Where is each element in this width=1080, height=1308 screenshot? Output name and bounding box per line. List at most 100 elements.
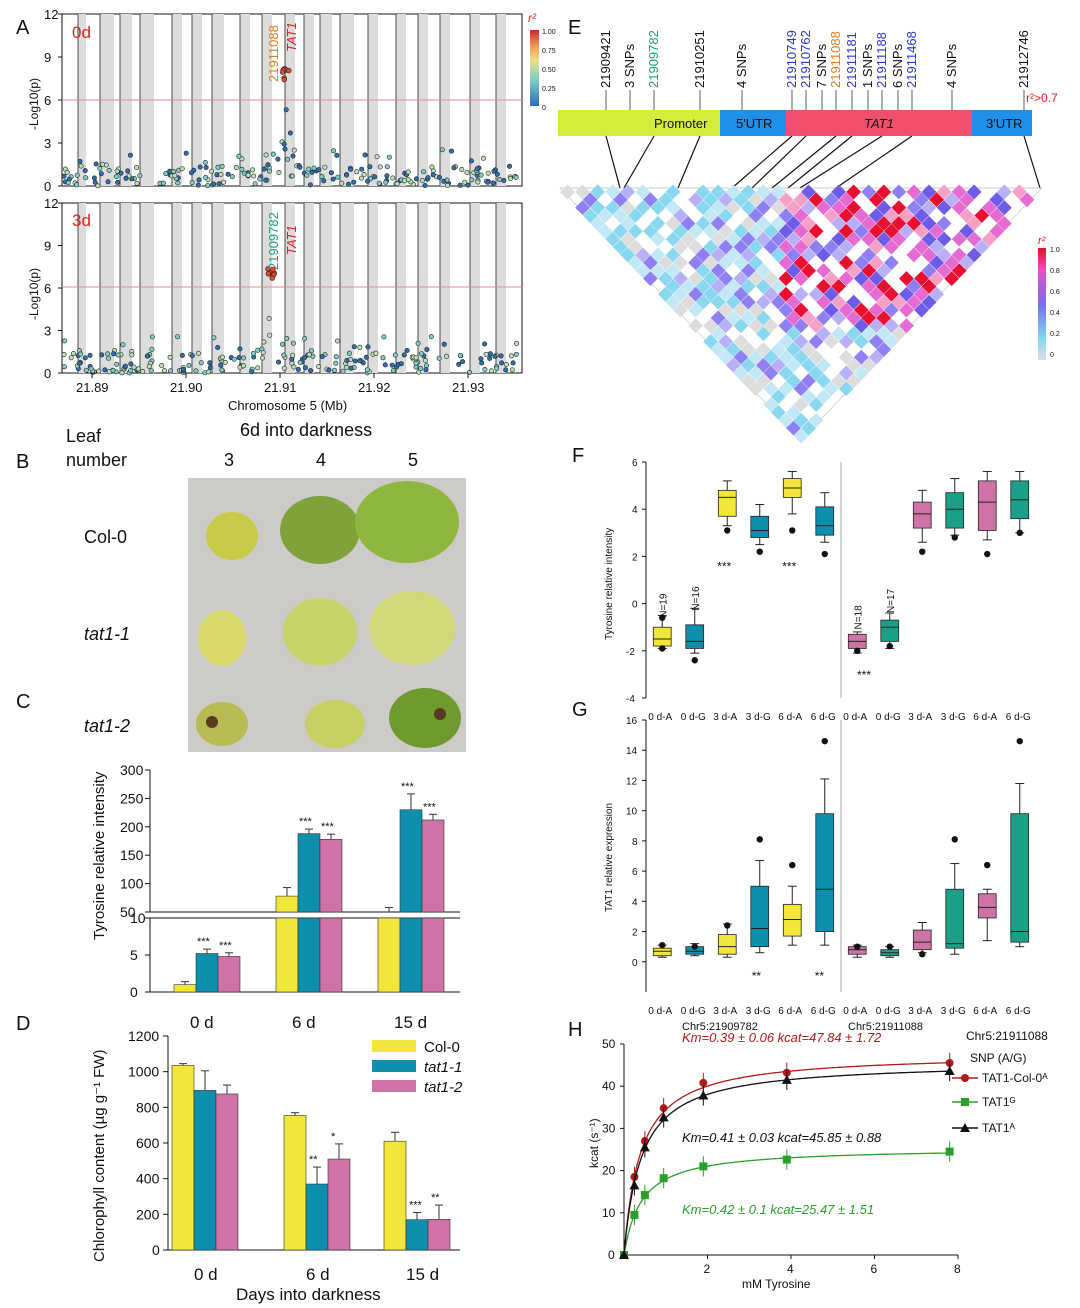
snp-point — [497, 177, 503, 183]
snp-point — [257, 176, 263, 182]
ld-cell — [725, 341, 741, 357]
ld-cell — [861, 357, 877, 373]
snp-point — [482, 341, 488, 347]
snp-point — [333, 360, 339, 366]
ld-cell — [801, 310, 816, 326]
legend-tick-label: 0.25 — [542, 86, 556, 93]
snp-point — [115, 179, 121, 185]
snp-point — [149, 334, 155, 340]
significance-label: *** — [197, 936, 211, 948]
snp-point — [398, 361, 404, 367]
snp-point — [225, 171, 231, 177]
ld-cell — [703, 255, 719, 271]
x-tick-label: 6 d-G — [811, 1006, 836, 1017]
ld-cell — [725, 278, 741, 294]
box — [717, 934, 737, 955]
significance-label: *** — [321, 821, 335, 833]
ld-cell — [710, 215, 726, 231]
significance-label: *** — [717, 560, 731, 574]
box — [685, 624, 705, 649]
legend-tick-label: 1.0 — [1050, 247, 1060, 254]
ld-cell — [793, 428, 809, 444]
snp-point — [106, 167, 112, 173]
snp-point — [343, 172, 349, 178]
ld-cell — [823, 302, 839, 318]
ld-cell — [951, 263, 967, 279]
snp-points — [61, 65, 519, 189]
ld-cell — [929, 286, 945, 302]
gene-band — [212, 203, 224, 373]
outlier — [691, 657, 698, 664]
ld-cell — [755, 263, 771, 279]
snp-point — [498, 353, 504, 359]
legend-title: r² — [528, 11, 537, 25]
ld-cell — [770, 389, 786, 405]
ld-cell — [718, 302, 734, 318]
y-axis-label: TAT1 relative expression — [604, 803, 615, 912]
gene-band — [120, 203, 132, 373]
ld-cell — [710, 294, 726, 310]
data-point — [658, 1112, 669, 1122]
ld-cell — [786, 357, 801, 373]
ld-cell — [786, 263, 801, 279]
x-tick-label: 0 d-G — [876, 1006, 901, 1017]
legend-entry: Col-0 — [424, 1039, 460, 1056]
ld-cell — [620, 184, 636, 200]
ld-cell — [861, 247, 877, 263]
ld-cell — [816, 373, 831, 389]
legend-tick-label: 0.2 — [1050, 331, 1060, 338]
snp-point — [297, 359, 303, 365]
ld-cell — [876, 342, 892, 357]
snp-point — [195, 182, 201, 188]
tat1-expression-boxplot: 0 2 4 6 8 10 12 14 16 0 d-A 0 d-G 3 d-A 3 d-G 6 d-A 6 … — [626, 716, 1031, 1017]
region-label: TAT1 — [864, 116, 894, 131]
snp-point — [236, 153, 242, 159]
outlier — [919, 951, 926, 958]
legend-tick-label: 0.4 — [1050, 310, 1060, 317]
ld-cell — [688, 255, 704, 271]
snp-point — [197, 164, 203, 170]
x-tick-label: 21.91 — [264, 380, 297, 395]
peak-snp-point — [286, 67, 292, 74]
snp-point — [211, 335, 217, 341]
ld-cell — [801, 420, 816, 436]
snp-point — [179, 352, 185, 358]
ld-cell — [733, 271, 749, 286]
snp-point — [386, 154, 392, 160]
y-tick-label: 3 — [44, 136, 51, 151]
legend-tick-label: 0.75 — [542, 48, 556, 55]
top-snp-label: 21909782 — [266, 212, 281, 270]
snp-point — [259, 355, 265, 361]
ld-cell — [1019, 192, 1035, 208]
snp-point — [129, 352, 135, 358]
ld-cell — [853, 302, 869, 318]
snp-point — [413, 176, 419, 182]
snp-map-line — [835, 135, 913, 189]
x-tick-label: 3 d-A — [713, 1006, 737, 1017]
bar — [319, 838, 343, 913]
x-tick-label: 0 d-G — [681, 1006, 706, 1017]
y-tick-label: 100 — [120, 876, 144, 892]
leaf — [355, 481, 459, 563]
snp-point — [233, 165, 239, 171]
snp-point — [443, 353, 449, 359]
n-label: N=19 — [658, 593, 669, 618]
snp-point — [322, 164, 328, 170]
x-tick-label: 21.90 — [170, 380, 203, 395]
snp-point — [198, 360, 204, 366]
snp-point — [499, 360, 505, 366]
bar — [421, 917, 445, 993]
y-tick-label: 14 — [626, 746, 638, 757]
snp-point — [283, 107, 289, 113]
snp-point — [134, 165, 140, 171]
box — [1010, 813, 1030, 943]
panel-label-h: H — [568, 1019, 582, 1041]
snp-point — [364, 367, 370, 373]
significance-label: ** — [752, 969, 762, 983]
ld-cell — [929, 271, 945, 286]
gene-band — [140, 203, 154, 373]
n-label: N=18 — [853, 605, 864, 630]
ld-cell — [658, 286, 673, 302]
snp-point — [308, 368, 314, 374]
ld-cell — [823, 381, 839, 397]
